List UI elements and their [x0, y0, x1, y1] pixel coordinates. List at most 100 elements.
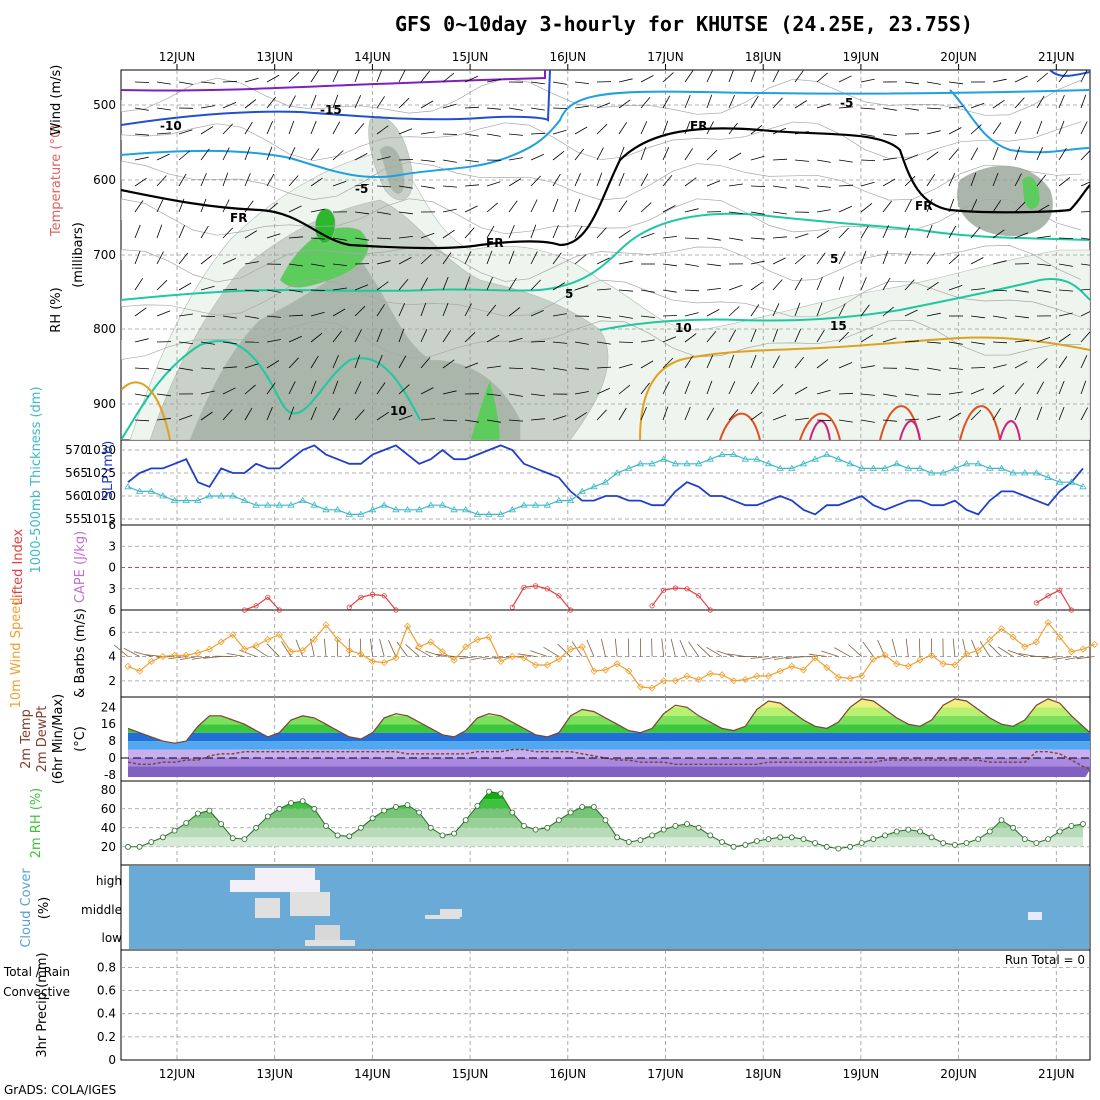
- contour-label: FR: [230, 211, 247, 225]
- top-date-label: 15JUN: [452, 50, 489, 64]
- rh-point: [823, 843, 830, 850]
- precip-tick-label: 0: [108, 1053, 116, 1067]
- upper-wind-barb: [750, 281, 763, 291]
- temp-band-8: [128, 698, 1090, 708]
- rh-point: [870, 836, 877, 842]
- upper-wind-barb: [244, 99, 257, 109]
- upper-wind-barb: [750, 304, 760, 317]
- upper-wind-barb: [530, 132, 546, 135]
- upper-wind-barb: [134, 338, 149, 343]
- upper-wind-barb: [596, 315, 611, 319]
- upper-wind-barb: [750, 382, 760, 395]
- wind-barb: [670, 638, 676, 657]
- temperature-contour-2: [121, 89, 1090, 179]
- thickness-point: [869, 464, 878, 471]
- bottom-date-label: 21JUN: [1038, 1067, 1075, 1081]
- rh-point: [800, 836, 807, 842]
- temp-band-7: [128, 707, 1090, 716]
- temperature-contour-0: [121, 70, 546, 92]
- upper-wind-barb: [838, 106, 853, 109]
- temp-tick-label: 24: [101, 700, 116, 714]
- thickness-point: [881, 464, 889, 471]
- wind-speed-point: [648, 684, 656, 692]
- upper-wind-barb: [992, 364, 1007, 369]
- wind-barb: [877, 639, 886, 657]
- upper-wind-barb: [1014, 315, 1029, 319]
- wind-barb: [905, 638, 909, 657]
- lifted-index-point: [707, 607, 713, 613]
- wind-speed-point: [369, 657, 377, 665]
- wind-speed-point: [578, 643, 586, 651]
- upper-wind-barb: [552, 341, 567, 344]
- wind-speed-point: [869, 655, 877, 663]
- wind-barb: [1076, 656, 1095, 660]
- upper-wind-barb: [354, 305, 366, 317]
- upper-wind-barb: [156, 199, 164, 213]
- rh-shade-6: [1021, 175, 1041, 210]
- upper-wind-barb: [354, 354, 361, 369]
- upper-wind-barb: [530, 367, 545, 371]
- upper-wind-barb: [640, 173, 649, 187]
- rh-point: [136, 843, 143, 850]
- upper-wind-barb: [904, 367, 919, 371]
- temp-tick-label: -8: [104, 768, 116, 782]
- upper-wind-barb: [266, 233, 281, 239]
- upper-wind-barb: [134, 250, 141, 265]
- wind-speed-point: [811, 654, 819, 662]
- bottom-date-label: 14JUN: [354, 1067, 391, 1081]
- upper-wind-barb: [486, 181, 501, 187]
- top-date-label: 12JUN: [159, 50, 196, 64]
- thickness-point: [962, 460, 971, 467]
- upper-wind-barb: [530, 224, 537, 239]
- upper-wind-barb: [354, 409, 365, 421]
- upper-wind-barb: [156, 279, 168, 291]
- rh-point: [148, 839, 155, 845]
- upper-wind-barb: [1036, 289, 1051, 293]
- upper-wind-barb: [244, 363, 259, 369]
- upper-wind-barb: [728, 306, 740, 317]
- temp-band-5: [128, 724, 1090, 733]
- wind-speed-point: [916, 656, 924, 664]
- cloud-row-low: low: [102, 931, 123, 945]
- upper-wind-barb: [288, 120, 295, 135]
- wind-barb: [388, 640, 397, 657]
- upper-wind-barb: [684, 312, 699, 317]
- upper-wind-barb: [970, 341, 985, 345]
- wind-speed-point: [683, 672, 691, 680]
- upper-wind-barb: [1080, 181, 1090, 187]
- upper-wind-barb: [970, 227, 981, 239]
- wind-barb: [1007, 649, 1025, 657]
- upper-wind-barb: [948, 254, 960, 265]
- upper-wind-barb: [244, 315, 259, 319]
- rh2m-tick-label: 20: [101, 840, 116, 854]
- upper-wind-barb: [640, 315, 655, 318]
- wind-barb: [862, 641, 874, 657]
- rh-point: [497, 790, 504, 797]
- upper-wind-barb: [574, 391, 589, 395]
- upper-wind-barb: [310, 289, 326, 291]
- thickness-point: [788, 464, 796, 471]
- thickness-point: [322, 506, 330, 513]
- thickness-point: [380, 501, 388, 508]
- thickness-point: [170, 496, 179, 503]
- thickness-point: [368, 506, 377, 513]
- upper-wind-barb: [486, 419, 501, 423]
- upper-wind-barb: [222, 341, 237, 345]
- upper-wind-barb: [904, 81, 919, 85]
- upper-wind-barb: [266, 146, 273, 161]
- rh-point: [1021, 836, 1028, 842]
- wind-barb: [543, 646, 560, 657]
- upper-wind-barb: [222, 258, 236, 265]
- thickness-point: [461, 506, 470, 513]
- thickness-point: [1009, 469, 1017, 476]
- upper-wind-barb: [662, 357, 674, 369]
- upper-wind-barb: [970, 388, 985, 395]
- upper-wind-barb: [728, 152, 742, 161]
- upper-wind-barb: [178, 282, 192, 291]
- wind-barb: [239, 649, 257, 657]
- upper-wind-barb: [222, 147, 230, 161]
- rh-point: [952, 842, 958, 848]
- upper-wind-barb: [1080, 288, 1090, 291]
- upper-wind-barb: [596, 227, 607, 239]
- rh-point: [532, 826, 539, 833]
